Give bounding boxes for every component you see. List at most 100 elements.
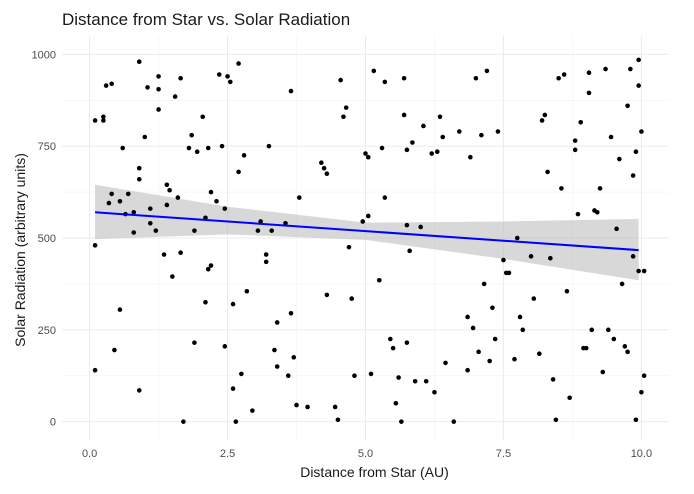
data-point (222, 344, 228, 349)
data-point (625, 349, 630, 355)
data-point (619, 281, 625, 287)
data-point (241, 153, 247, 158)
data-point (572, 147, 578, 153)
data-point (332, 404, 338, 410)
data-point (219, 143, 225, 149)
data-point (641, 373, 647, 379)
data-point (451, 419, 457, 424)
data-point (520, 327, 526, 333)
data-point (377, 277, 382, 283)
data-point (537, 351, 542, 356)
x-axis-label: Distance from Star (AU) (300, 464, 449, 480)
data-point (421, 123, 426, 129)
x-tick-label: 7.5 (496, 448, 511, 460)
regression-line (95, 211, 639, 252)
data-point (495, 129, 501, 134)
data-point (346, 244, 352, 250)
data-point (109, 81, 114, 87)
data-point (186, 145, 192, 151)
data-point (349, 296, 355, 301)
data-point (545, 169, 550, 175)
data-point (341, 114, 346, 120)
data-point (156, 74, 161, 79)
data-point (101, 118, 106, 123)
data-point (192, 228, 197, 233)
data-point (542, 112, 548, 118)
data-point (440, 134, 446, 140)
y-tick-label: 250 (38, 325, 56, 337)
data-point (567, 395, 572, 401)
data-point (371, 68, 377, 74)
data-point (153, 228, 159, 233)
data-point (228, 79, 233, 85)
x-tick-label: 2.5 (220, 448, 235, 460)
data-point (147, 221, 153, 226)
data-point (603, 66, 608, 72)
data-point (263, 252, 269, 257)
data-point (473, 75, 479, 81)
data-point (230, 386, 236, 391)
data-point (388, 336, 393, 342)
data-point (222, 206, 228, 211)
data-point (343, 105, 349, 110)
y-tick-label: 500 (38, 233, 56, 245)
data-point (379, 145, 385, 151)
data-point (382, 79, 388, 85)
data-point (401, 112, 407, 118)
data-point (92, 118, 98, 123)
data-point (92, 367, 98, 373)
data-point (106, 200, 112, 206)
data-point (136, 388, 142, 393)
data-point (630, 254, 636, 259)
data-point (506, 270, 512, 276)
data-point (205, 266, 211, 272)
data-point (250, 408, 255, 413)
data-point (225, 74, 230, 79)
data-point (161, 252, 167, 257)
data-point (636, 83, 641, 88)
data-point (418, 224, 423, 230)
data-point (236, 169, 241, 175)
data-point (125, 191, 131, 197)
data-point (205, 145, 211, 151)
y-tick-label: 750 (38, 141, 56, 153)
data-point (112, 347, 117, 353)
data-point (600, 369, 606, 375)
data-point (352, 373, 357, 379)
data-point (559, 186, 564, 191)
data-point (136, 165, 142, 171)
data-point (117, 198, 123, 204)
data-point (443, 360, 448, 366)
data-point (556, 75, 561, 81)
data-point (285, 373, 291, 379)
data-point (181, 419, 186, 424)
data-point (136, 59, 142, 65)
data-point (203, 299, 208, 305)
data-point (578, 120, 584, 125)
data-point (288, 88, 294, 94)
data-point (263, 259, 269, 265)
data-point (608, 134, 614, 140)
data-point (412, 378, 418, 384)
data-point (120, 145, 125, 151)
data-point (131, 230, 137, 235)
data-point (92, 243, 98, 248)
data-point (319, 160, 324, 166)
data-point (470, 325, 476, 331)
data-point (216, 72, 222, 77)
data-point (550, 377, 556, 382)
data-point (208, 263, 214, 268)
x-tick-label: 5.0 (358, 448, 373, 460)
data-point (266, 143, 272, 149)
data-point (597, 186, 603, 191)
data-point (539, 118, 545, 123)
data-point (360, 219, 366, 224)
data-point (269, 228, 274, 233)
data-point (200, 114, 206, 120)
data-point (548, 255, 553, 261)
data-point (617, 156, 622, 162)
data-point (630, 173, 636, 178)
data-point (639, 389, 644, 395)
data-point (572, 138, 578, 143)
chart-title: Distance from Star vs. Solar Radiation (62, 10, 351, 29)
